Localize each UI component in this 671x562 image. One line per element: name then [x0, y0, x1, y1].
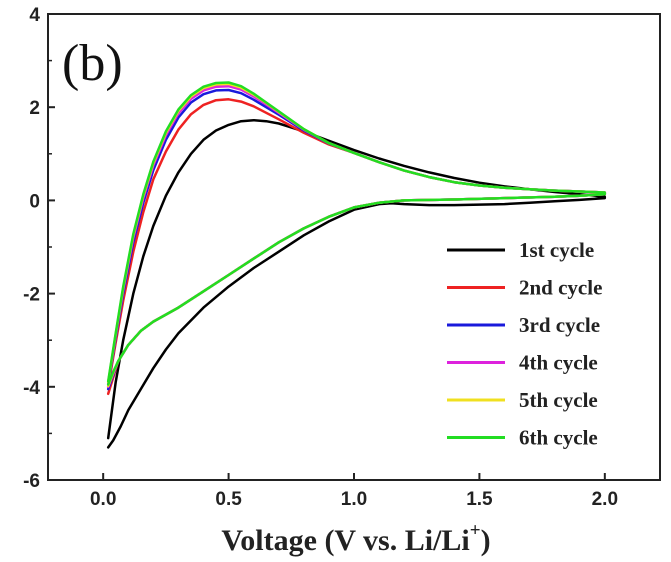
x-tick-label: 0.5 [215, 489, 242, 510]
x-tick-label: 2.0 [592, 489, 618, 510]
x-axis-title-main: Voltage (V vs. Li/Li [221, 524, 469, 557]
legend-label-3: 3rd cycle [519, 313, 600, 337]
y-tick-label: 0 [29, 191, 40, 212]
series-line-1 [106, 118, 607, 449]
series-line-6 [106, 81, 607, 386]
x-tick-label: 0.0 [90, 489, 116, 510]
legend: 1st cycle 2nd cycle 3rd cycle 4th cycle 5th … [447, 238, 602, 450]
x-tick-label: 1.0 [341, 489, 367, 510]
legend-label-2: 2nd cycle [519, 276, 602, 300]
panel-label: (b) [62, 35, 123, 92]
legend-label-4: 4th cycle [519, 351, 598, 375]
y-tick-label: -6 [23, 471, 40, 492]
ticks-layer: 0.0 0.5 1.0 1.5 2.0 4 2 0 -2 -4 -6 [23, 5, 618, 510]
series-line-4 [106, 84, 607, 389]
series-line-5 [106, 82, 607, 388]
y-tick-label: 2 [29, 98, 40, 119]
x-tick-label: 1.5 [466, 489, 493, 510]
legend-label-1: 1st cycle [519, 238, 594, 262]
x-axis-title: Voltage (V vs. Li/Li+) [221, 520, 490, 557]
legend-label-5: 5th cycle [519, 388, 598, 412]
x-axis-title-end: ) [481, 524, 491, 557]
y-tick-label: -2 [23, 285, 40, 306]
series-layer [106, 81, 607, 449]
x-axis-title-superscript: + [470, 520, 481, 541]
legend-label-6: 6th cycle [519, 426, 598, 450]
y-tick-label: 4 [29, 5, 40, 26]
y-tick-label: -4 [23, 378, 40, 399]
